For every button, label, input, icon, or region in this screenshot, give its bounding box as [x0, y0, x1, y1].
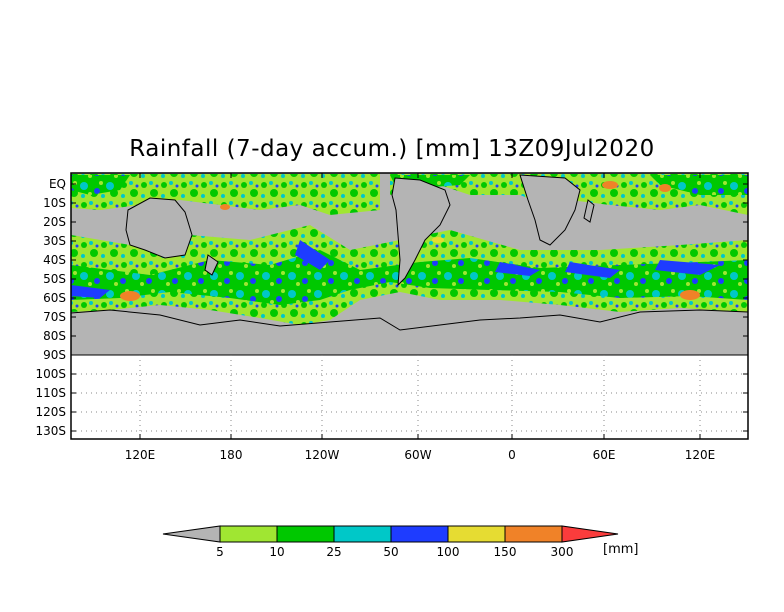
colorbar-segment	[504, 525, 563, 543]
lon-label: 0	[508, 448, 516, 462]
latitude-axis: EQ 10S 20S 30S 40S 50S 60S 70S 80S 90S 100S 110S 120…	[35, 177, 748, 438]
heavy-core	[295, 240, 330, 270]
map-title: Rainfall (7-day accum.) [mm] 13Z09Jul202…	[129, 136, 655, 162]
tropical-band-west	[71, 174, 380, 215]
lon-label: 120W	[305, 448, 340, 462]
lat-label: 100S	[35, 367, 66, 381]
beyond-pole-area	[71, 355, 748, 439]
lon-label: 180	[220, 448, 243, 462]
colorbar-threshold-label: 50	[383, 545, 398, 559]
extreme-core	[602, 181, 618, 189]
longitude-axis: 120E 180 120W 60W 0 60E 120E	[125, 173, 716, 462]
tropical-heavy-east	[650, 175, 748, 195]
lat-label: 80S	[43, 329, 66, 343]
colorbar-left-arrow	[162, 525, 221, 543]
colorbar-unit-label: [mm]	[603, 542, 639, 557]
heavy-core	[495, 262, 540, 276]
lat-label: 120S	[35, 405, 66, 419]
lat-label: 10S	[43, 196, 66, 210]
lat-label: 70S	[43, 310, 66, 324]
colorbar-right-arrow	[561, 525, 619, 543]
lat-label: 110S	[35, 386, 66, 400]
colorbar: 5 10 25 50 100 150 300	[162, 525, 619, 559]
colorbar-segment	[447, 525, 506, 543]
colorbar-threshold-label: 5	[216, 545, 224, 559]
lat-label: 60S	[43, 291, 66, 305]
colorbar-threshold-label: 300	[551, 545, 574, 559]
lat-label: EQ	[49, 177, 66, 191]
lat-label: 20S	[43, 215, 66, 229]
colorbar-segment	[219, 525, 278, 543]
heavy-core	[71, 285, 110, 298]
heavy-core	[565, 262, 620, 278]
lon-label: 120E	[685, 448, 716, 462]
colorbar-segment	[333, 525, 392, 543]
map-field	[71, 173, 748, 439]
lat-label: 30S	[43, 234, 66, 248]
colorbar-segment	[276, 525, 335, 543]
tropical-heavy-west	[71, 175, 130, 195]
storm-track-inner	[71, 250, 748, 305]
extreme-core	[220, 204, 230, 210]
lon-label: 60E	[593, 448, 616, 462]
lon-label: 120E	[125, 448, 156, 462]
heavy-core	[655, 260, 720, 275]
lon-label: 60W	[404, 448, 431, 462]
coastlines	[71, 174, 748, 356]
lat-label: 130S	[35, 424, 66, 438]
colorbar-threshold-label: 10	[269, 545, 284, 559]
lat-label: 40S	[43, 253, 66, 267]
lat-label: 90S	[43, 348, 66, 362]
extreme-core	[680, 290, 700, 300]
colorbar-threshold-label: 100	[437, 545, 460, 559]
colorbar-threshold-label: 25	[326, 545, 341, 559]
extreme-core	[659, 184, 671, 192]
extreme-core	[120, 291, 140, 301]
colorbar-threshold-label: 150	[494, 545, 517, 559]
moderate-core	[432, 237, 444, 243]
graticule	[71, 355, 748, 439]
lat-label: 50S	[43, 272, 66, 286]
map-frame	[70, 172, 749, 440]
colorbar-segment	[390, 525, 449, 543]
